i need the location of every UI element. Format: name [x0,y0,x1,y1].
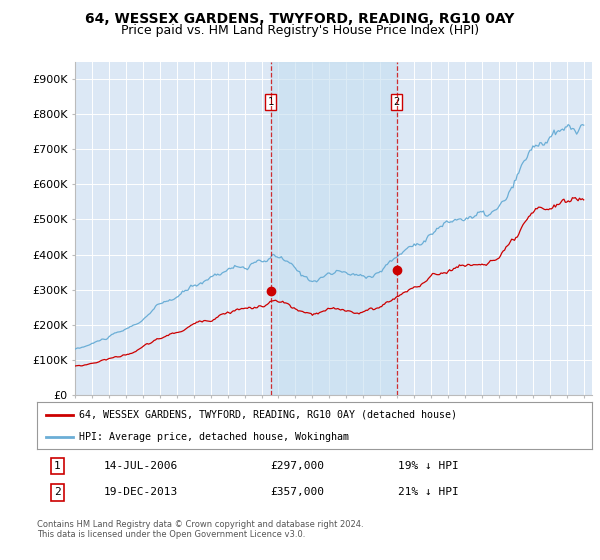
Text: 2: 2 [54,488,61,497]
Text: 64, WESSEX GARDENS, TWYFORD, READING, RG10 0AY: 64, WESSEX GARDENS, TWYFORD, READING, RG… [85,12,515,26]
Text: 21% ↓ HPI: 21% ↓ HPI [398,488,459,497]
Text: 1: 1 [54,461,61,471]
Text: £357,000: £357,000 [271,488,325,497]
Text: Contains HM Land Registry data © Crown copyright and database right 2024.
This d: Contains HM Land Registry data © Crown c… [37,520,364,539]
Text: Price paid vs. HM Land Registry's House Price Index (HPI): Price paid vs. HM Land Registry's House … [121,24,479,37]
Text: 19% ↓ HPI: 19% ↓ HPI [398,461,459,471]
Text: 14-JUL-2006: 14-JUL-2006 [104,461,178,471]
Text: £297,000: £297,000 [271,461,325,471]
Bar [271,62,397,395]
Text: 64, WESSEX GARDENS, TWYFORD, READING, RG10 0AY (detached house): 64, WESSEX GARDENS, TWYFORD, READING, RG… [79,410,457,420]
Text: 1: 1 [268,97,274,107]
Text: HPI: Average price, detached house, Wokingham: HPI: Average price, detached house, Woki… [79,432,349,442]
Text: 19-DEC-2013: 19-DEC-2013 [104,488,178,497]
Text: 2: 2 [394,97,400,107]
